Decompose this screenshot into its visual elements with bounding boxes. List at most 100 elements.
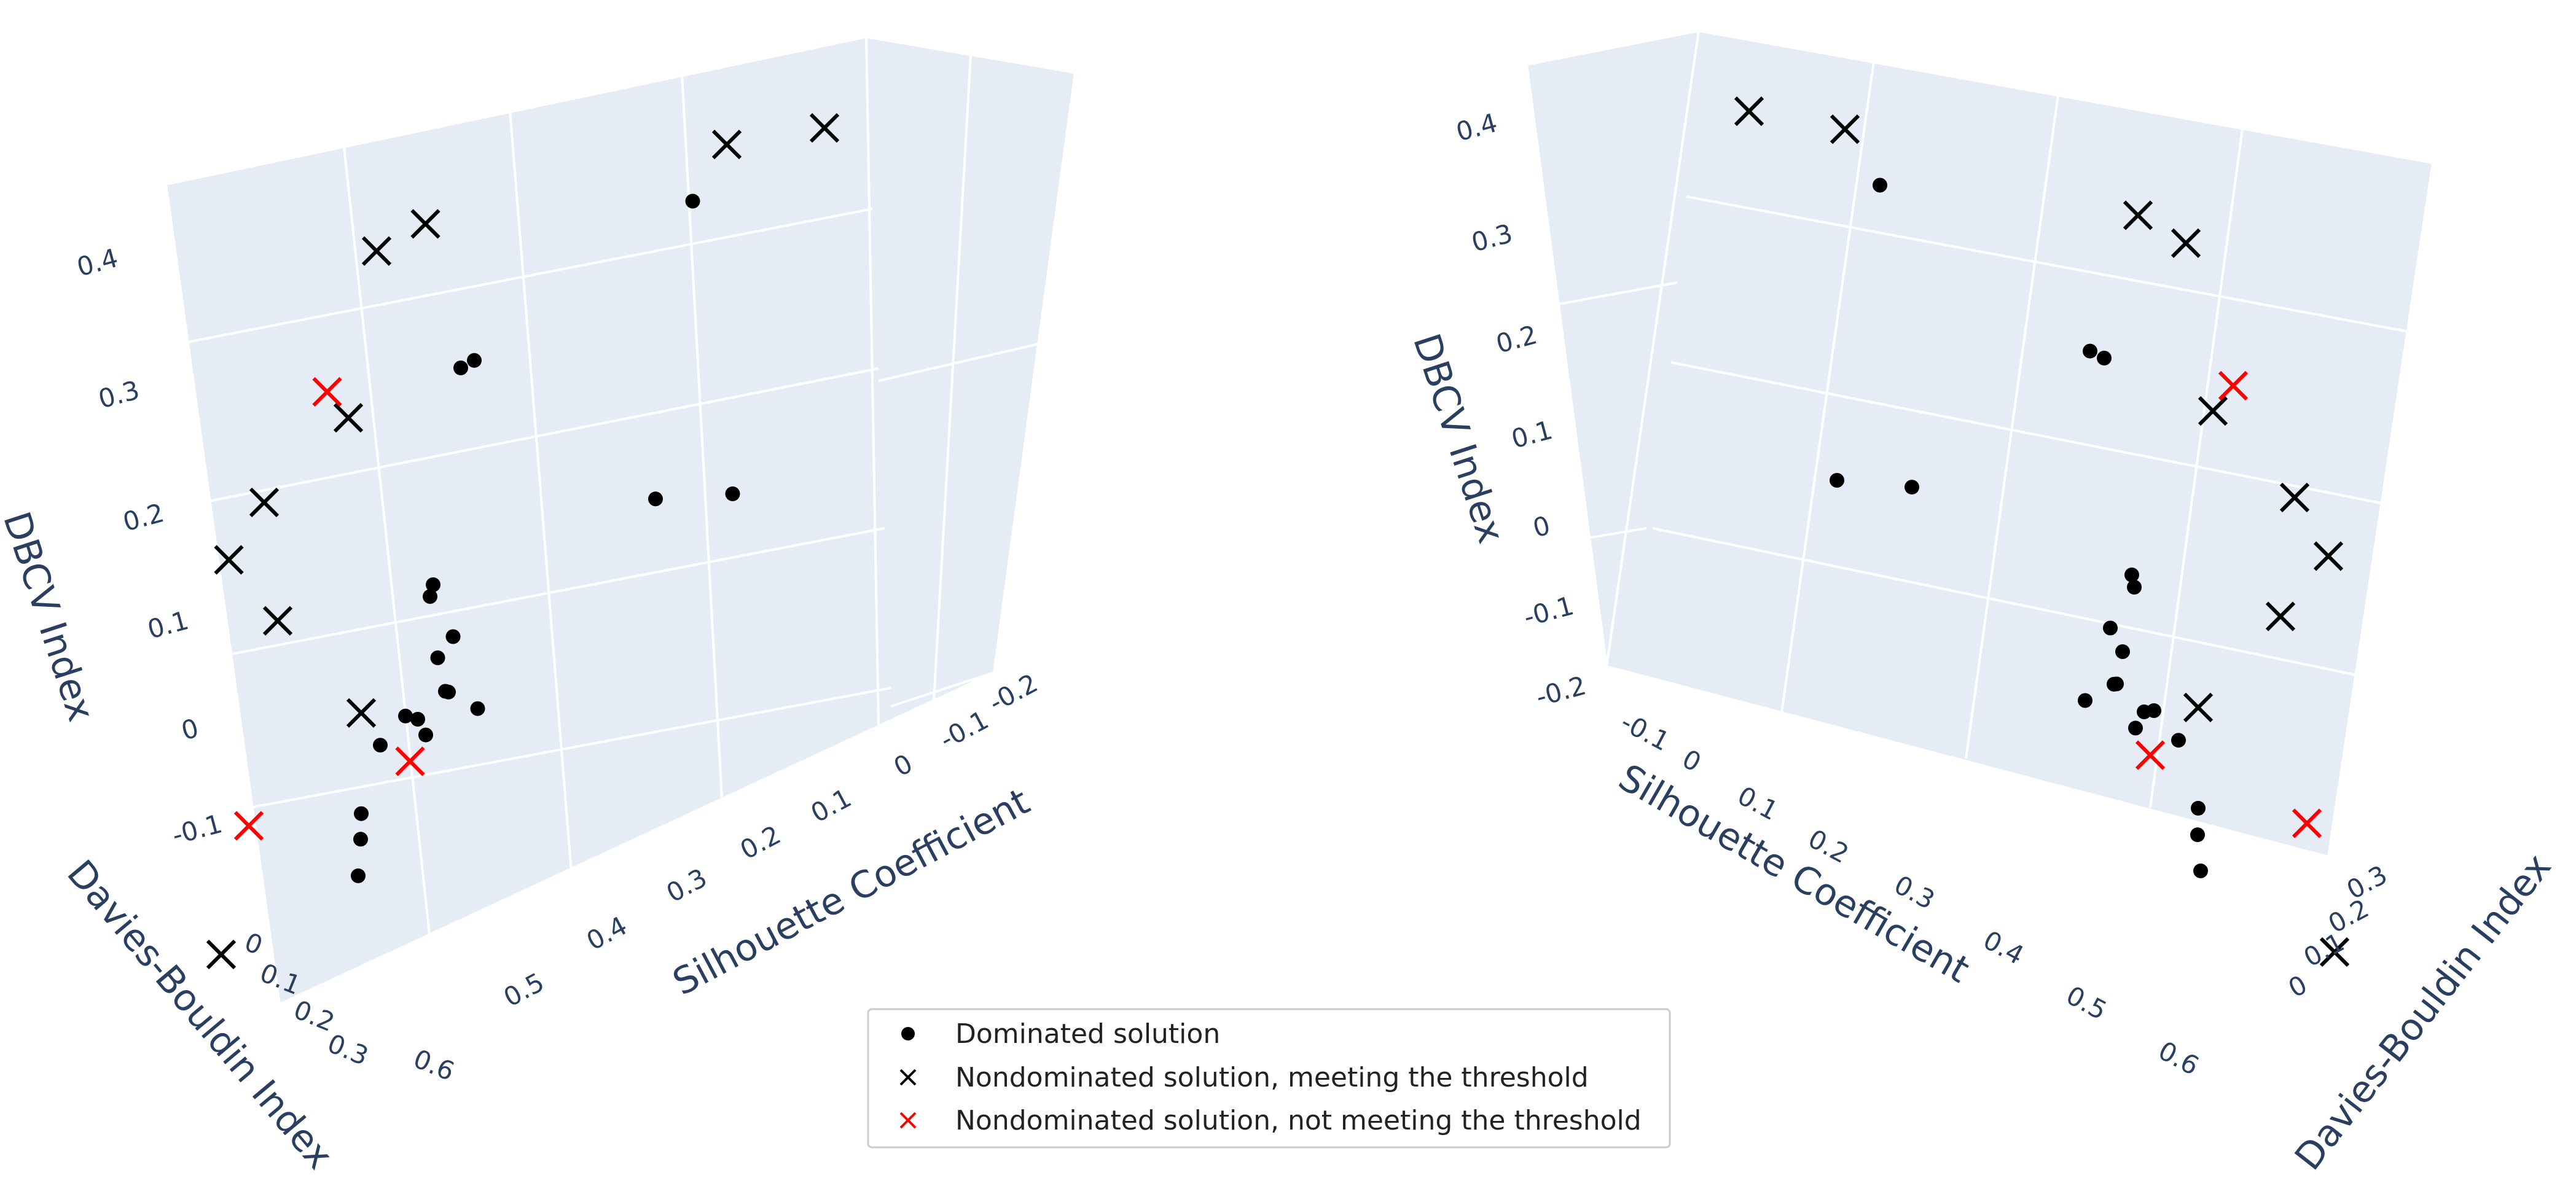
right-dbcv-tick: 0 <box>1530 510 1554 543</box>
left-dbcv-tick: 0 <box>178 712 202 746</box>
legend-label-meeting: Nondominated solution, meeting the thres… <box>955 1062 1589 1093</box>
right-point-s0-10[interactable] <box>2115 644 2130 659</box>
left-db-tick: 0.3 <box>323 1028 372 1071</box>
left-gridline <box>233 687 891 812</box>
right-point-s1-1[interactable] <box>1734 96 1764 127</box>
right-point-s0-15[interactable] <box>2137 704 2151 719</box>
right-point-s0-9[interactable] <box>2107 677 2121 692</box>
left-point-s1-3[interactable] <box>361 236 392 266</box>
right-point-s1-4[interactable] <box>2198 396 2228 426</box>
right-point-s1-7[interactable] <box>2265 601 2296 631</box>
left-3d-scatter[interactable]: 0.4 0.3 0.2 0.1 0 -0.1 -0.2 -0.1 0 0.1 0… <box>0 35 1077 1177</box>
left-point-s0-4[interactable] <box>725 486 740 501</box>
right-silhouette-tick: 0 <box>1677 744 1706 778</box>
left-point-s0-12[interactable] <box>418 727 433 743</box>
left-point-s1-6[interactable] <box>214 545 244 575</box>
right-point-s0-0[interactable] <box>2083 343 2097 359</box>
left-point-s0-17[interactable] <box>351 868 366 883</box>
right-point-s2-0[interactable] <box>2218 370 2249 401</box>
right-point-s1-5[interactable] <box>2279 482 2310 513</box>
right-point-s0-14[interactable] <box>2171 733 2186 748</box>
right-gridline <box>1526 29 1699 66</box>
left-point-s0-11[interactable] <box>470 701 485 716</box>
right-point-s2-2[interactable] <box>2292 808 2322 838</box>
left-db-tick: 0.2 <box>289 994 339 1037</box>
right-grid <box>1526 29 2434 857</box>
left-gridline <box>196 367 879 505</box>
right-point-s0-16[interactable] <box>2191 800 2206 816</box>
left-point-s2-2[interactable] <box>233 811 264 841</box>
right-point-s0-11[interactable] <box>2078 693 2093 708</box>
right-gridline <box>1965 95 2059 759</box>
right-point-s0-18[interactable] <box>2190 827 2205 843</box>
right-point-s0-5[interactable] <box>2124 568 2139 582</box>
right-point-s1-0[interactable] <box>1830 114 1860 144</box>
left-point-s1-7[interactable] <box>262 606 293 636</box>
left-point-s0-1[interactable] <box>453 361 468 375</box>
left-point-s0-6[interactable] <box>423 589 437 604</box>
left-point-s0-18[interactable] <box>353 832 368 847</box>
right-point-s1-6[interactable] <box>2313 541 2344 571</box>
right-dbcv-tick: 0.2 <box>1493 319 1540 359</box>
left-point-s0-14[interactable] <box>373 738 388 753</box>
right-gridline <box>1698 29 2433 164</box>
left-silhouette-tick: 0 <box>889 748 918 782</box>
left-gridline <box>165 36 867 185</box>
legend-x-icon-red <box>899 1112 917 1129</box>
right-point-s0-1[interactable] <box>2097 351 2112 365</box>
left-point-s0-7[interactable] <box>445 629 461 644</box>
right-point-s0-6[interactable] <box>2127 580 2142 595</box>
left-point-s0-16[interactable] <box>354 806 369 821</box>
left-point-s0-13[interactable] <box>398 708 413 724</box>
left-gridline <box>178 208 873 345</box>
left-point-s0-15[interactable] <box>410 712 425 727</box>
right-point-s0-7[interactable] <box>2103 620 2118 636</box>
left-silhouette-tick: 0.3 <box>662 862 712 908</box>
left-silhouette-tick: 0.1 <box>806 782 856 829</box>
left-point-s0-5[interactable] <box>426 577 440 592</box>
right-point-s1-2[interactable] <box>2123 200 2153 230</box>
left-dbcv-tick: 0.4 <box>74 243 121 283</box>
legend-dot-icon <box>901 1027 915 1040</box>
right-gridline <box>2149 128 2244 808</box>
right-point-s1-9[interactable] <box>2319 937 2350 967</box>
left-point-s1-4[interactable] <box>333 403 364 433</box>
left-silhouette-tick: -0.1 <box>935 704 993 755</box>
left-point-s1-0[interactable] <box>711 130 742 160</box>
right-3d-scatter[interactable]: 0.4 0.3 0.2 0.1 0 -0.1 -0.2 -0.1 0 0.1 0… <box>1404 29 2560 1178</box>
left-dbcv-tick: 0.2 <box>120 498 167 537</box>
right-gridline <box>1572 527 1647 542</box>
left-point-s1-1[interactable] <box>809 113 840 143</box>
left-dbcv-tick: 0.1 <box>144 605 192 645</box>
right-point-s0-2[interactable] <box>1873 178 1887 193</box>
left-point-s0-9[interactable] <box>441 684 456 700</box>
left-grid <box>165 36 1076 1005</box>
right-point-s1-8[interactable] <box>2183 692 2214 723</box>
left-point-s0-10[interactable] <box>430 650 445 665</box>
right-dbcv-tick: -0.1 <box>1521 590 1577 633</box>
right-point-s0-17[interactable] <box>2193 863 2208 878</box>
right-point-s2-1[interactable] <box>2135 740 2166 770</box>
right-dbcv-tick: 0.3 <box>1468 218 1516 258</box>
left-point-s0-3[interactable] <box>648 491 663 507</box>
right-silhouette-tick: 0.4 <box>1978 925 2029 971</box>
left-point-s0-0[interactable] <box>467 353 482 368</box>
legend-label-dominated: Dominated solution <box>955 1018 1220 1050</box>
left-point-s1-8[interactable] <box>346 698 377 728</box>
right-point-s1-3[interactable] <box>2171 228 2201 259</box>
right-silhouette-tick: -0.1 <box>1616 707 1674 757</box>
left-point-s1-9[interactable] <box>206 939 237 970</box>
left-point-s2-0[interactable] <box>312 377 342 407</box>
left-gridline <box>509 110 573 873</box>
left-point-s1-2[interactable] <box>410 209 440 239</box>
left-point-s2-1[interactable] <box>395 746 425 776</box>
left-point-s0-2[interactable] <box>685 193 700 209</box>
left-point-s1-5[interactable] <box>249 487 280 518</box>
right-point-s0-4[interactable] <box>1830 473 1844 488</box>
left-dbcv-axis-title: DBCV Index <box>0 507 103 727</box>
right-point-s0-3[interactable] <box>1905 480 1919 495</box>
right-gridline <box>1541 281 1678 308</box>
legend: Dominated solution Nondominated solution… <box>867 1008 1671 1149</box>
right-data-marks <box>1734 96 2350 967</box>
right-point-s0-12[interactable] <box>2128 720 2143 736</box>
